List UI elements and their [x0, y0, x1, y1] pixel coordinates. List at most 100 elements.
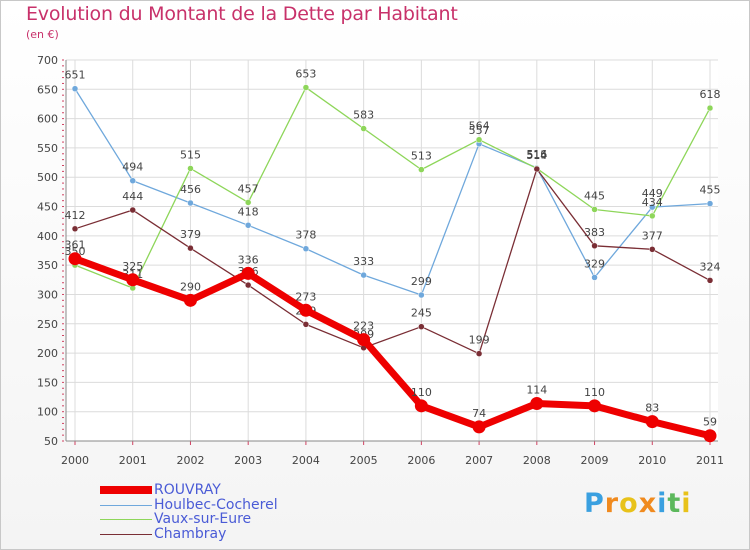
data-point [129, 206, 136, 214]
data-point [302, 245, 310, 252]
y-tick-label: 600 [37, 113, 58, 126]
x-tick-label: 2009 [581, 454, 609, 467]
data-point [418, 323, 425, 330]
data-point [187, 244, 194, 252]
data-label: 59 [703, 416, 717, 429]
y-tick-label: 100 [37, 406, 58, 419]
data-label: 516 [526, 148, 547, 161]
y-tick-label: 350 [37, 259, 58, 272]
logo-letter: x [638, 488, 658, 519]
data-point [71, 225, 79, 233]
legend-swatch-rouvray [100, 486, 152, 494]
x-tick-label: 2007 [465, 454, 493, 467]
data-point [418, 291, 425, 299]
data-point [414, 399, 428, 413]
logo-letter: i [657, 488, 668, 519]
y-tick-label: 650 [37, 83, 58, 96]
data-point [68, 252, 82, 266]
data-label: 361 [65, 239, 86, 252]
data-point [649, 212, 656, 220]
data-point [244, 199, 252, 206]
x-tick-label: 2000 [61, 454, 89, 467]
data-label: 110 [411, 386, 432, 399]
data-label: 110 [584, 386, 605, 399]
data-label: 325 [122, 260, 143, 273]
series-line [74, 86, 711, 289]
legend-label: Vaux-sur-Eure [154, 511, 252, 527]
series-line [74, 168, 711, 355]
y-tick-label: 200 [37, 347, 58, 360]
x-tick-label: 2005 [350, 454, 378, 467]
data-point [244, 222, 252, 229]
data-label: 336 [238, 253, 259, 266]
y-tick-label: 500 [37, 171, 58, 184]
data-point [530, 396, 544, 410]
x-tick-label: 2010 [638, 454, 666, 467]
data-point [302, 84, 310, 91]
data-point [588, 399, 602, 413]
data-label: 445 [584, 189, 605, 202]
legend-label: Chambray [154, 525, 227, 542]
data-point [302, 321, 310, 328]
data-label: 444 [122, 190, 143, 203]
data-point [706, 200, 714, 207]
x-tick-label: 2011 [696, 454, 724, 467]
logo-letter: P [584, 488, 605, 519]
data-label: 557 [469, 124, 490, 137]
data-label: 273 [295, 290, 316, 303]
data-point [475, 136, 483, 143]
data-point [357, 333, 371, 347]
series-line [74, 88, 711, 296]
logo-letter: o [619, 488, 639, 519]
series-line [73, 255, 711, 440]
data-label: 329 [584, 257, 605, 270]
data-point [475, 350, 483, 357]
data-label: 324 [700, 260, 721, 273]
data-point [472, 420, 486, 434]
data-label: 449 [642, 187, 663, 200]
data-point [591, 242, 598, 250]
data-label: 583 [353, 109, 374, 122]
y-tick-label: 550 [37, 142, 58, 155]
data-label: 83 [645, 402, 659, 415]
x-tick-label: 2001 [119, 454, 147, 467]
x-tick-label: 2002 [176, 454, 204, 467]
data-point [645, 415, 659, 429]
data-label: 412 [65, 209, 86, 222]
data-label: 456 [180, 183, 201, 196]
data-point [129, 177, 136, 184]
y-tick-label: 50 [44, 435, 58, 448]
y-tick-label: 300 [37, 288, 58, 301]
data-point [360, 271, 367, 279]
data-label: 564 [469, 120, 490, 133]
data-point [591, 206, 598, 213]
data-label: 223 [353, 320, 374, 333]
data-label: 618 [700, 88, 721, 101]
proxiti-logo: Proxiti [584, 488, 692, 519]
data-label: 434 [642, 196, 663, 209]
data-label: 245 [411, 307, 432, 320]
data-label: 515 [526, 148, 547, 161]
x-tick-label: 2004 [292, 454, 320, 467]
data-point [706, 277, 714, 284]
data-label: 379 [180, 228, 201, 241]
data-label: 653 [295, 68, 316, 81]
x-tick-label: 2003 [234, 454, 262, 467]
data-point [418, 166, 425, 173]
legend-label: Houlbec-Cocherel [154, 496, 278, 513]
plot-area [66, 60, 718, 441]
data-label: 457 [238, 182, 259, 195]
data-label: 494 [122, 161, 143, 174]
data-point [591, 274, 598, 281]
data-label: 114 [526, 383, 547, 396]
data-label: 383 [584, 226, 605, 239]
data-point [126, 273, 140, 287]
data-label: 377 [642, 229, 663, 242]
data-label: 74 [472, 407, 486, 420]
data-label: 418 [238, 205, 259, 218]
data-label: 514 [526, 149, 547, 162]
data-point [71, 85, 79, 92]
y-tick-label: 400 [37, 230, 58, 243]
data-point [187, 199, 194, 207]
